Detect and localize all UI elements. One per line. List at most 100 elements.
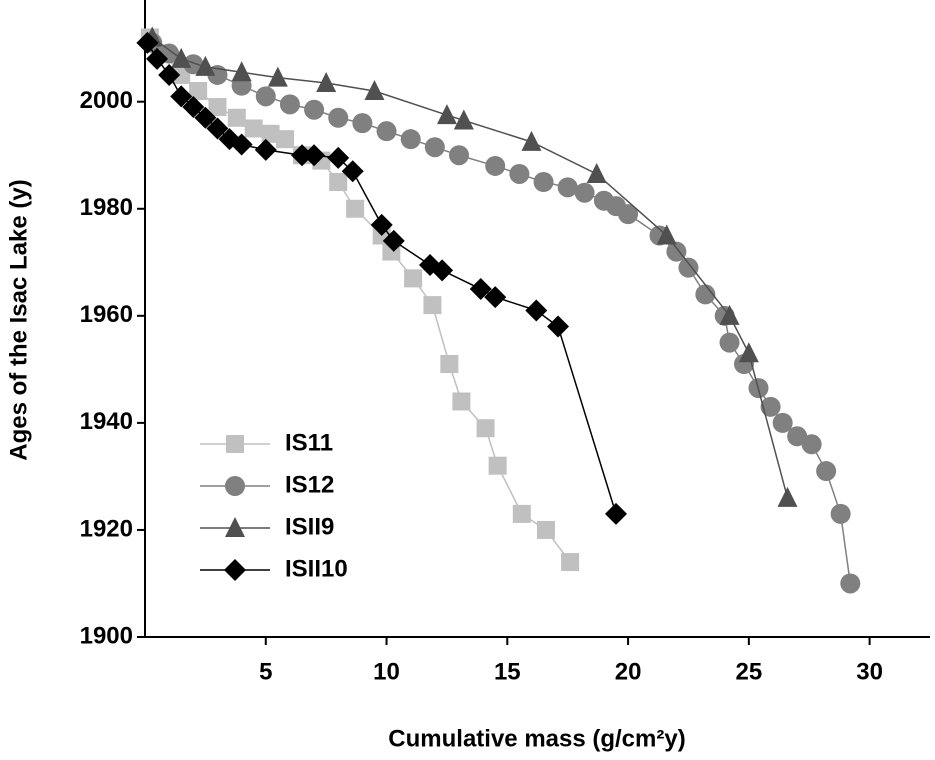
marker bbox=[536, 520, 555, 539]
marker bbox=[261, 124, 280, 143]
marker bbox=[830, 503, 851, 524]
marker bbox=[509, 163, 530, 184]
marker bbox=[400, 129, 421, 150]
marker bbox=[719, 332, 740, 353]
marker bbox=[364, 80, 385, 100]
legend-label: ISII10 bbox=[285, 555, 348, 582]
marker bbox=[171, 47, 192, 68]
marker bbox=[254, 138, 277, 161]
y-tick-label: 1980 bbox=[80, 194, 133, 221]
marker bbox=[666, 241, 687, 262]
marker bbox=[618, 204, 639, 225]
marker bbox=[469, 278, 492, 301]
marker bbox=[291, 144, 313, 167]
marker bbox=[695, 284, 716, 305]
marker bbox=[557, 177, 578, 198]
marker bbox=[194, 106, 217, 129]
marker bbox=[738, 342, 759, 363]
marker bbox=[533, 172, 554, 192]
marker bbox=[327, 146, 350, 169]
legend-label: IS11 bbox=[285, 429, 333, 456]
marker bbox=[206, 117, 229, 140]
marker bbox=[453, 109, 474, 130]
legend-marker bbox=[225, 517, 245, 537]
y-tick-label: 1940 bbox=[80, 408, 133, 435]
legend-marker bbox=[225, 476, 245, 496]
marker bbox=[170, 85, 193, 108]
marker bbox=[146, 47, 169, 70]
series-line bbox=[151, 36, 789, 499]
marker bbox=[485, 155, 506, 176]
marker bbox=[136, 31, 159, 54]
marker bbox=[382, 229, 405, 252]
marker bbox=[341, 160, 364, 183]
marker bbox=[512, 504, 531, 523]
legend-marker bbox=[224, 559, 246, 581]
marker bbox=[158, 63, 181, 86]
marker bbox=[484, 286, 507, 309]
marker bbox=[656, 224, 677, 245]
marker bbox=[195, 55, 216, 76]
marker bbox=[488, 456, 507, 475]
marker bbox=[840, 573, 861, 594]
marker bbox=[772, 412, 793, 433]
marker bbox=[267, 66, 288, 87]
marker bbox=[370, 213, 393, 236]
x-axis-label: Cumulative mass (g/cm²y) bbox=[388, 725, 685, 752]
marker bbox=[279, 94, 300, 115]
marker bbox=[328, 107, 349, 128]
marker bbox=[329, 173, 348, 191]
x-tick-label: 25 bbox=[735, 658, 762, 685]
marker bbox=[777, 486, 798, 507]
marker bbox=[476, 419, 495, 438]
marker bbox=[231, 61, 252, 82]
marker bbox=[346, 199, 365, 218]
marker bbox=[404, 269, 423, 288]
marker bbox=[452, 392, 471, 411]
x-tick-label: 5 bbox=[259, 658, 272, 685]
x-tick-label: 15 bbox=[494, 658, 521, 685]
marker bbox=[303, 144, 326, 167]
x-tick-label: 10 bbox=[373, 658, 400, 685]
marker bbox=[816, 461, 837, 482]
y-axis-label: Ages of the Isac Lake (y) bbox=[5, 179, 32, 460]
marker bbox=[525, 299, 548, 322]
marker bbox=[561, 553, 580, 572]
marker bbox=[678, 257, 699, 278]
marker bbox=[449, 145, 469, 166]
marker bbox=[719, 304, 740, 325]
legend-marker bbox=[226, 435, 244, 453]
marker bbox=[605, 502, 627, 525]
marker bbox=[760, 396, 781, 417]
y-tick-label: 1920 bbox=[80, 515, 133, 542]
marker bbox=[255, 86, 276, 107]
marker bbox=[276, 130, 295, 149]
marker bbox=[801, 434, 822, 455]
x-tick-label: 20 bbox=[615, 658, 642, 685]
x-tick-label: 30 bbox=[856, 658, 883, 685]
marker bbox=[376, 121, 397, 142]
marker bbox=[521, 130, 542, 151]
marker bbox=[352, 113, 373, 134]
marker bbox=[182, 96, 205, 119]
marker bbox=[208, 98, 227, 117]
legend-label: IS12 bbox=[285, 471, 334, 498]
marker bbox=[574, 182, 595, 203]
legend-label: ISII9 bbox=[285, 513, 334, 540]
marker bbox=[183, 54, 204, 75]
y-tick-label: 2000 bbox=[80, 87, 133, 114]
marker bbox=[316, 71, 337, 92]
marker bbox=[440, 355, 459, 373]
marker bbox=[304, 99, 325, 120]
marker bbox=[547, 315, 570, 338]
marker bbox=[586, 162, 607, 183]
marker bbox=[423, 296, 442, 315]
y-tick-label: 1960 bbox=[80, 301, 133, 328]
marker bbox=[227, 108, 246, 127]
marker bbox=[230, 133, 253, 156]
marker bbox=[244, 119, 263, 138]
y-tick-label: 1900 bbox=[80, 622, 133, 649]
marker bbox=[424, 137, 445, 158]
marker bbox=[436, 104, 457, 125]
